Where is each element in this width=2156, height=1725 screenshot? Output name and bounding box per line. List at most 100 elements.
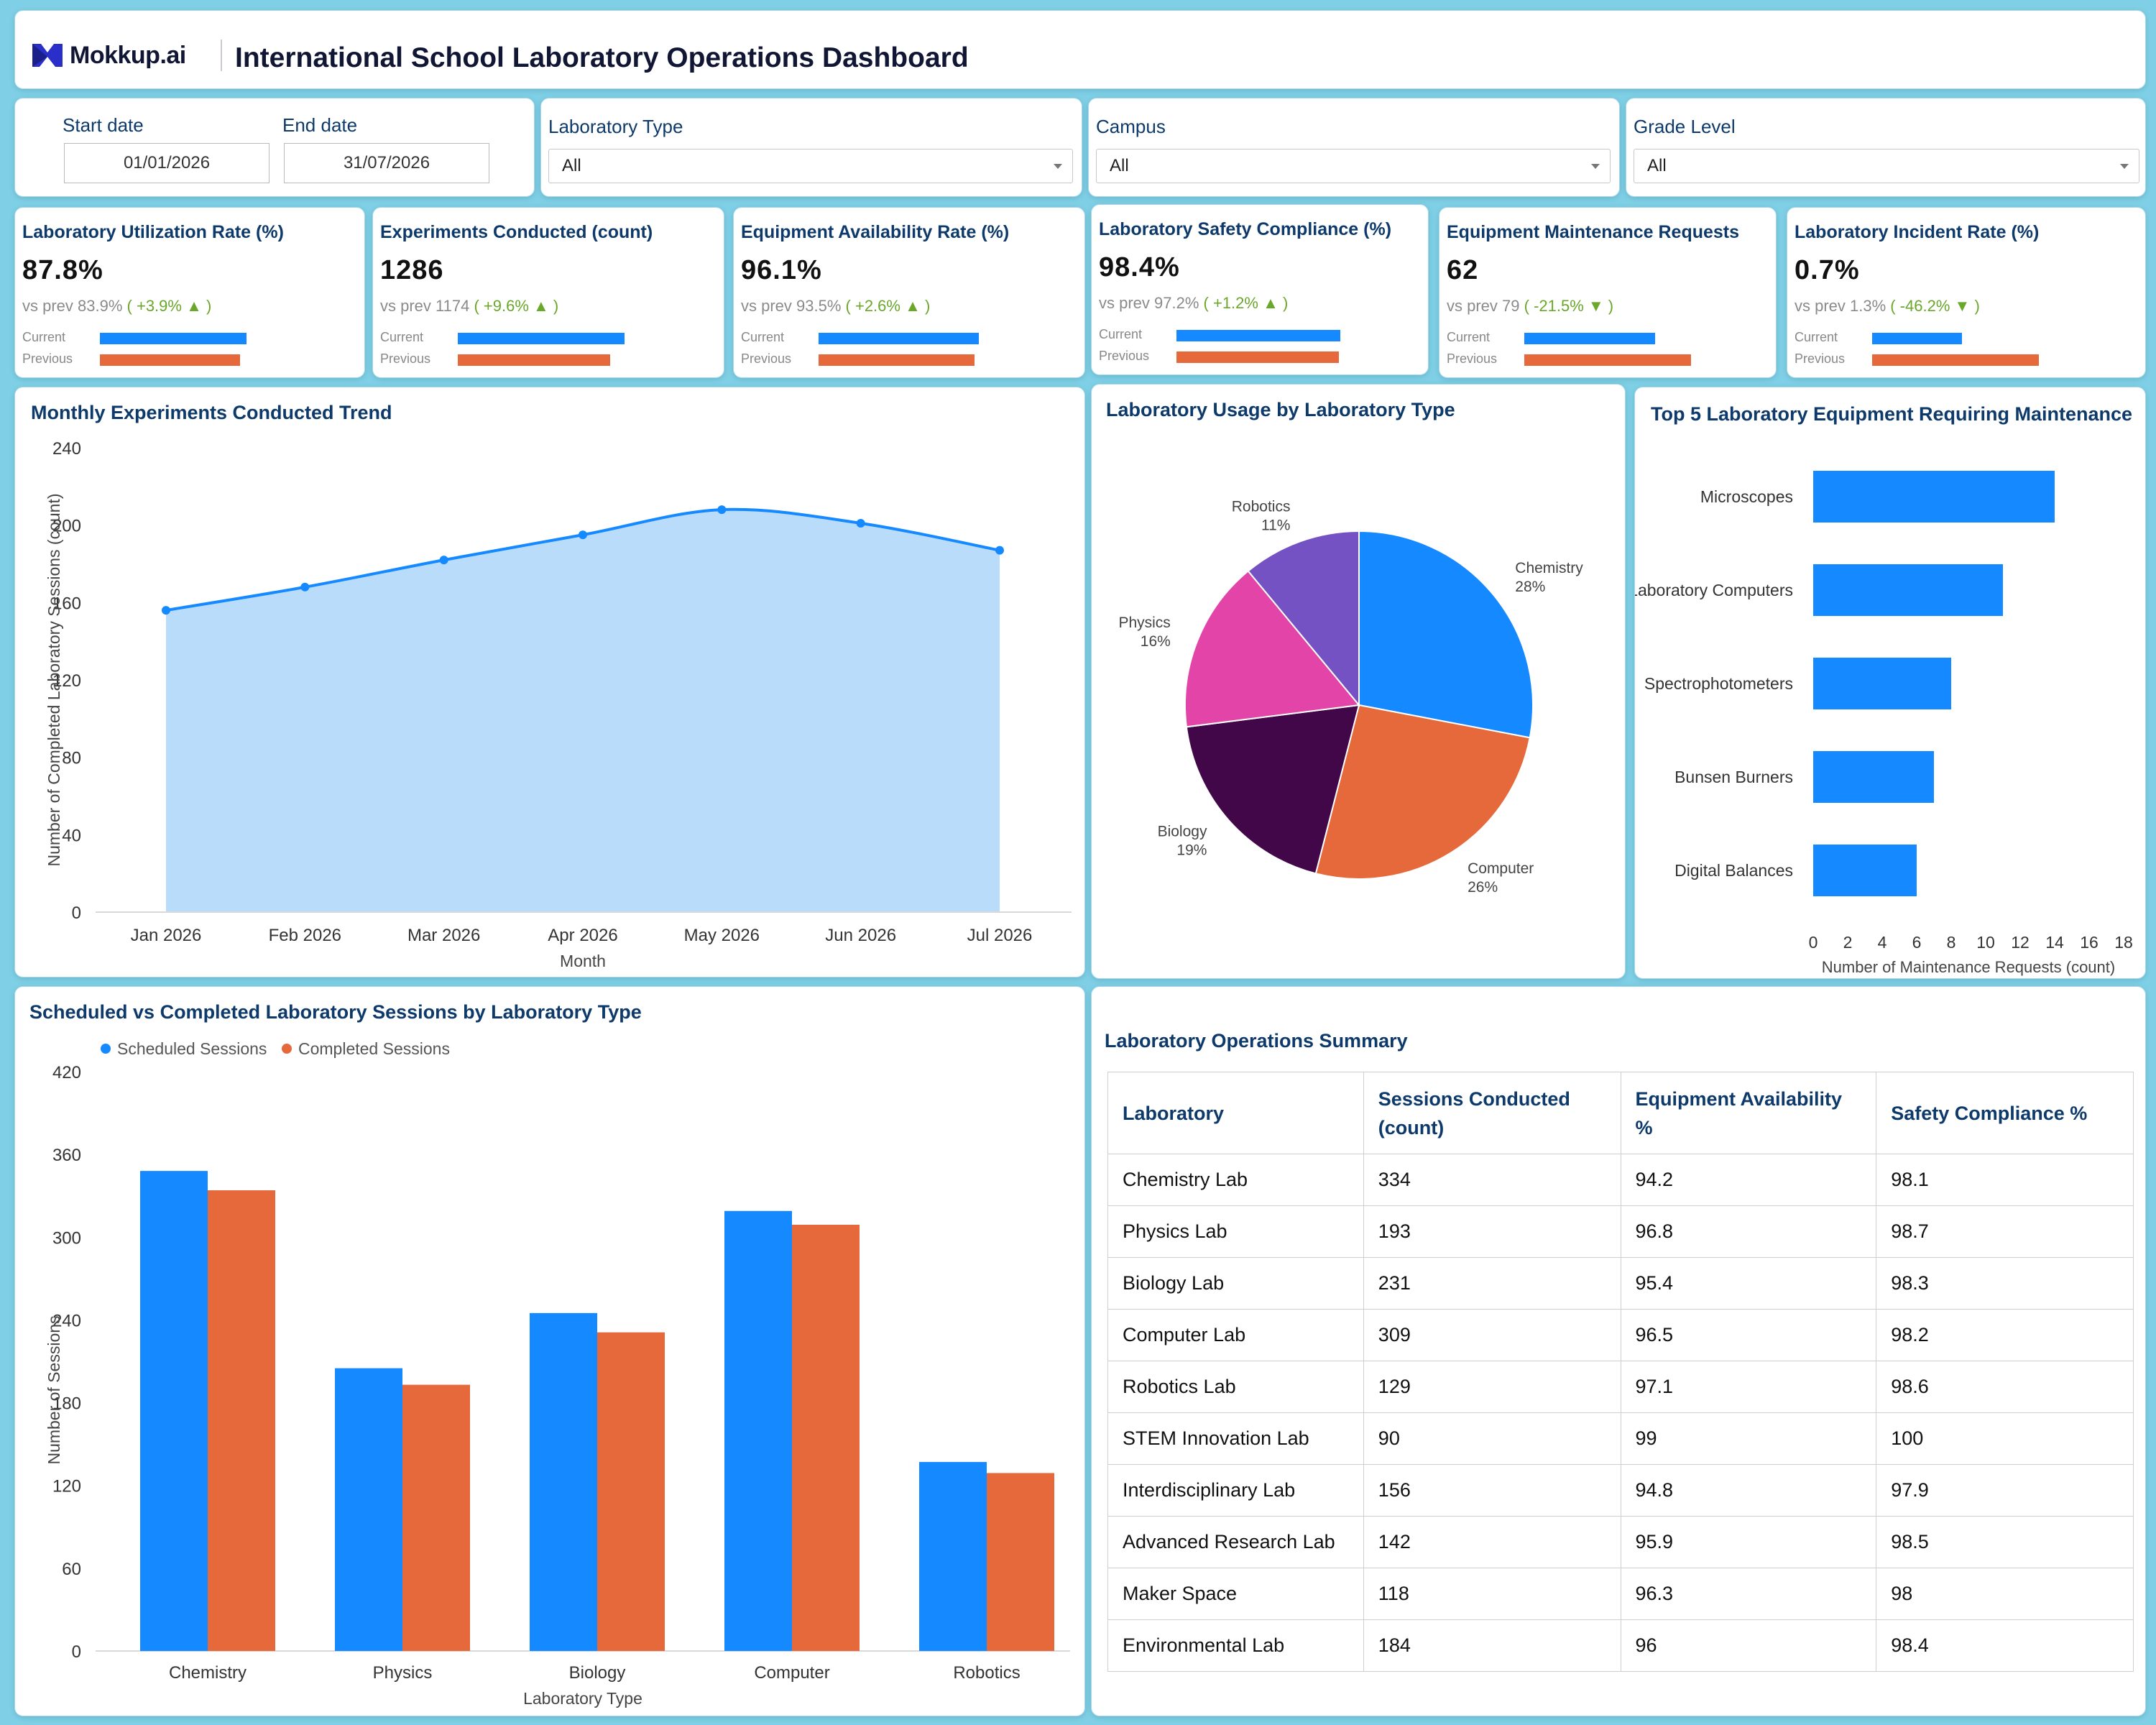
- summary-table: Laboratory Sessions Conducted (count) Eq…: [1107, 1072, 2134, 1672]
- table-cell: 193: [1363, 1205, 1621, 1258]
- x-tick-label: Physics: [373, 1663, 433, 1683]
- y-tick-label: 200: [52, 517, 81, 536]
- kpi-previous-label: Previous: [1099, 349, 1150, 363]
- table-cell: 99: [1620, 1412, 1877, 1465]
- usage-pie-card: Laboratory Usage by Laboratory Type Chem…: [1091, 384, 1626, 979]
- pie-label: Robotics: [1232, 499, 1291, 515]
- kpi-delta: ( +3.9% ▲ ): [126, 297, 212, 315]
- grade-level-label: Grade Level: [1634, 116, 1736, 137]
- kpi-previous-label: Previous: [380, 351, 431, 366]
- table-cell: 95.9: [1620, 1516, 1877, 1568]
- monthly-trend-title: Monthly Experiments Conducted Trend: [31, 402, 392, 423]
- x-axis-title: Number of Maintenance Requests (count): [1822, 958, 2115, 976]
- monthly-trend-card: Monthly Experiments Conducted Trend 0 40 8…: [14, 387, 1085, 978]
- pie-label: Biology: [1158, 823, 1207, 840]
- x-tick-label: Apr 2026: [548, 926, 617, 945]
- kpi-previous-bar: [100, 354, 240, 366]
- x-tick-label: 8: [1947, 933, 1956, 952]
- table-cell: 95.4: [1620, 1257, 1877, 1310]
- kpi-title: Equipment Availability Rate (%): [741, 222, 1010, 242]
- kpi-previous-bar: [819, 354, 975, 366]
- scheduled-bar: [335, 1368, 402, 1651]
- table-cell: 94.8: [1620, 1464, 1877, 1517]
- table-cell: Chemistry Lab: [1107, 1154, 1364, 1206]
- x-tick-label: Jan 2026: [131, 926, 202, 945]
- table-row: Interdisciplinary Lab 156 94.8 97.9: [1107, 1464, 2134, 1517]
- header-bar: Mokkup.ai International School Laborator…: [14, 10, 2146, 89]
- campus-select[interactable]: All: [1096, 149, 1611, 183]
- x-tick-label: 12: [2011, 933, 2030, 952]
- trend-point: [995, 546, 1004, 555]
- kpi-prev-value: vs prev 79: [1447, 297, 1520, 315]
- pie-label: Computer: [1468, 860, 1534, 877]
- table-cell: Robotics Lab: [1107, 1361, 1364, 1413]
- end-date-input[interactable]: 31/07/2026: [284, 143, 489, 183]
- maintenance-bar: [1813, 751, 1934, 803]
- x-tick-label: 18: [2114, 933, 2133, 952]
- sessions-bar-chart: Chemistry Physics Biology Computer Robotics 0…: [45, 1039, 1070, 1708]
- kpi-previous-label: Previous: [1795, 351, 1846, 366]
- table-header-row: Laboratory Sessions Conducted (count) Eq…: [1107, 1072, 2134, 1154]
- completed-bar: [208, 1190, 275, 1651]
- pie-percent: 28%: [1515, 579, 1545, 595]
- legend-label: Scheduled Sessions: [117, 1039, 267, 1058]
- kpi-current-label: Current: [380, 330, 424, 344]
- table-cell: 90: [1363, 1412, 1621, 1465]
- logo: Mokkup.ai: [31, 40, 186, 71]
- table-cell: Interdisciplinary Lab: [1107, 1464, 1364, 1517]
- kpi-prev-value: vs prev 1.3%: [1795, 297, 1886, 315]
- x-tick-label: Feb 2026: [269, 926, 341, 945]
- lab-type-select[interactable]: All: [548, 149, 1073, 183]
- y-tick-label: 0: [72, 903, 81, 923]
- scheduled-bar: [530, 1312, 597, 1651]
- kpi-current-bar: [1176, 330, 1340, 341]
- kpi-previous-label: Previous: [741, 351, 792, 366]
- kpi-current-bar: [819, 333, 979, 344]
- table-cell: 98.5: [1876, 1516, 2134, 1568]
- x-tick-label: 0: [1809, 933, 1818, 952]
- table-row: Maker Space 118 96.3 98: [1107, 1568, 2134, 1620]
- scheduled-bar: [724, 1210, 792, 1651]
- kpi-value: 62: [1447, 255, 1479, 285]
- x-tick-label: Jul 2026: [967, 926, 1033, 945]
- kpi-previous-label: Previous: [22, 351, 73, 366]
- table-row: Advanced Research Lab 142 95.9 98.5: [1107, 1516, 2134, 1568]
- pie-slice: [1314, 704, 1531, 880]
- grade-level-filter-card: Grade Level All: [1626, 98, 2146, 197]
- maintenance-card: Top 5 Laboratory Equipment Requiring Mai…: [1634, 387, 2146, 979]
- kpi-comparison: vs prev 97.2% ( +1.2% ▲ ): [1099, 294, 1288, 313]
- maintenance-bar-chart: Microscopes Laboratory Computers Spectroph…: [1635, 471, 2133, 976]
- table-row: STEM Innovation Lab 90 99 100: [1107, 1412, 2134, 1465]
- table-cell: 97.9: [1876, 1464, 2134, 1517]
- x-tick-label: 6: [1912, 933, 1922, 952]
- kpi-delta: ( +2.6% ▲ ): [845, 297, 931, 315]
- maintenance-bar: [1813, 471, 2055, 523]
- scheduled-bar: [140, 1171, 208, 1651]
- column-header[interactable]: Sessions Conducted (count): [1363, 1072, 1621, 1154]
- start-date-input[interactable]: 01/01/2026: [64, 143, 270, 183]
- kpi-delta: ( -21.5% ▼ ): [1524, 297, 1614, 315]
- trend-point: [162, 606, 170, 615]
- grade-level-select[interactable]: All: [1634, 149, 2139, 183]
- x-tick-label: 14: [2045, 933, 2064, 952]
- pie-percent: 19%: [1176, 842, 1207, 858]
- kpi-title: Laboratory Incident Rate (%): [1795, 222, 2040, 242]
- kpi-previous-label: Previous: [1447, 351, 1498, 366]
- y-tick-label: 240: [52, 1311, 81, 1330]
- kpi-current-label: Current: [741, 330, 785, 344]
- column-header[interactable]: Equipment Availability %: [1620, 1072, 1877, 1154]
- kpi-value: 1286: [380, 255, 444, 285]
- category-label: Microscopes: [1700, 487, 1793, 506]
- pie-label: Chemistry: [1515, 560, 1583, 576]
- table-cell: Computer Lab: [1107, 1309, 1364, 1361]
- kpi-current-bar: [1524, 333, 1655, 344]
- column-header[interactable]: Safety Compliance %: [1876, 1072, 2134, 1154]
- lab-type-filter-card: Laboratory Type All: [540, 98, 1082, 197]
- table-cell: 98.4: [1876, 1619, 2134, 1672]
- kpi-prev-value: vs prev 97.2%: [1099, 294, 1199, 312]
- table-cell: 96: [1620, 1619, 1877, 1672]
- completed-bar: [792, 1225, 860, 1651]
- column-header[interactable]: Laboratory: [1107, 1072, 1364, 1154]
- table-cell: 156: [1363, 1464, 1621, 1517]
- x-tick-label: 2: [1843, 933, 1853, 952]
